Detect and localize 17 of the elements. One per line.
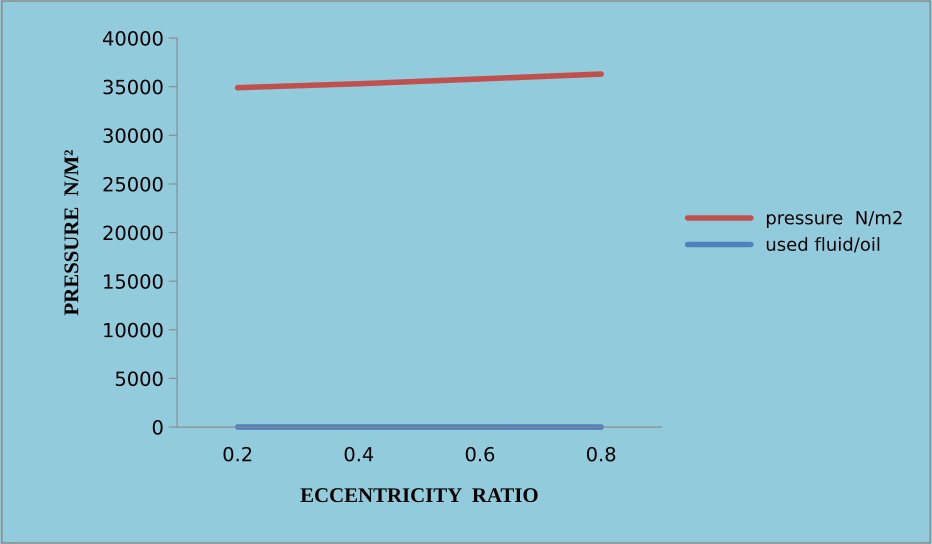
y-tick-label: 10000 bbox=[104, 322, 163, 338]
x-axis-title: ECCENTRICITY RATIO bbox=[300, 488, 538, 502]
y-tick-label: 35000 bbox=[104, 80, 163, 94]
y-tick-label: 15000 bbox=[104, 274, 163, 289]
x-tick-label: 0.8 bbox=[586, 446, 616, 462]
legend-label: pressure N/m2 bbox=[766, 210, 902, 228]
x-tick-label: 0.4 bbox=[344, 446, 374, 462]
y-tick-label: 5000 bbox=[116, 371, 163, 386]
y-axis-title: PRESSURE N/M² bbox=[64, 150, 78, 316]
y-tick-label: 40000 bbox=[102, 31, 163, 46]
y-tick-label: 0 bbox=[152, 420, 163, 435]
y-tick-label: 30000 bbox=[104, 128, 163, 143]
y-tick-label: 25000 bbox=[103, 176, 163, 192]
legend-label: used fluid/oil bbox=[766, 237, 880, 252]
y-tick-label: 20000 bbox=[103, 226, 163, 240]
x-tick-label: 0.6 bbox=[466, 446, 494, 462]
x-tick-label: 0.2 bbox=[223, 446, 252, 462]
